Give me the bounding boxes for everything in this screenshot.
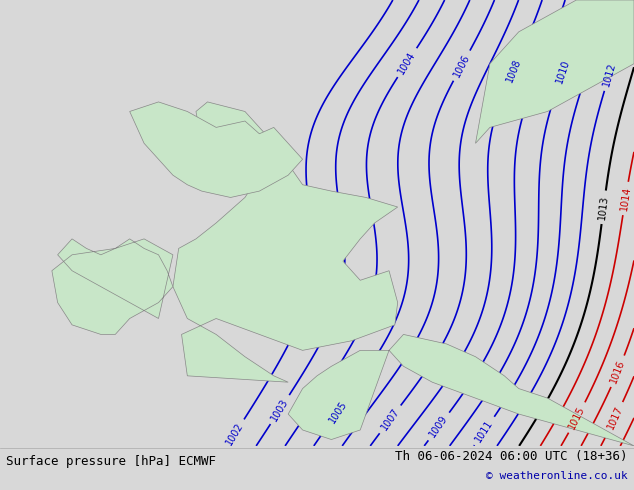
Text: 1005: 1005	[327, 398, 349, 425]
Text: 1008: 1008	[504, 57, 522, 83]
Text: 1010: 1010	[555, 58, 572, 85]
Polygon shape	[476, 0, 634, 144]
Polygon shape	[173, 102, 398, 382]
Polygon shape	[288, 334, 634, 446]
Text: 1012: 1012	[601, 61, 618, 88]
Polygon shape	[52, 239, 173, 334]
Text: 1016: 1016	[609, 358, 627, 385]
Text: 1006: 1006	[451, 52, 472, 79]
Text: 1014: 1014	[619, 186, 632, 211]
Text: 1002: 1002	[224, 421, 245, 447]
Text: 1007: 1007	[379, 406, 401, 432]
Text: 1003: 1003	[269, 396, 290, 423]
Text: © weatheronline.co.uk: © weatheronline.co.uk	[486, 471, 628, 481]
Text: Surface pressure [hPa] ECMWF: Surface pressure [hPa] ECMWF	[6, 455, 216, 468]
Text: 1013: 1013	[597, 195, 610, 220]
Text: 1004: 1004	[396, 49, 418, 76]
Text: 1017: 1017	[605, 404, 625, 431]
Text: 1011: 1011	[474, 418, 495, 444]
Polygon shape	[130, 102, 302, 197]
Text: 1015: 1015	[567, 404, 587, 431]
Text: 1009: 1009	[428, 414, 450, 440]
Text: Th 06-06-2024 06:00 UTC (18+36): Th 06-06-2024 06:00 UTC (18+36)	[395, 450, 628, 463]
